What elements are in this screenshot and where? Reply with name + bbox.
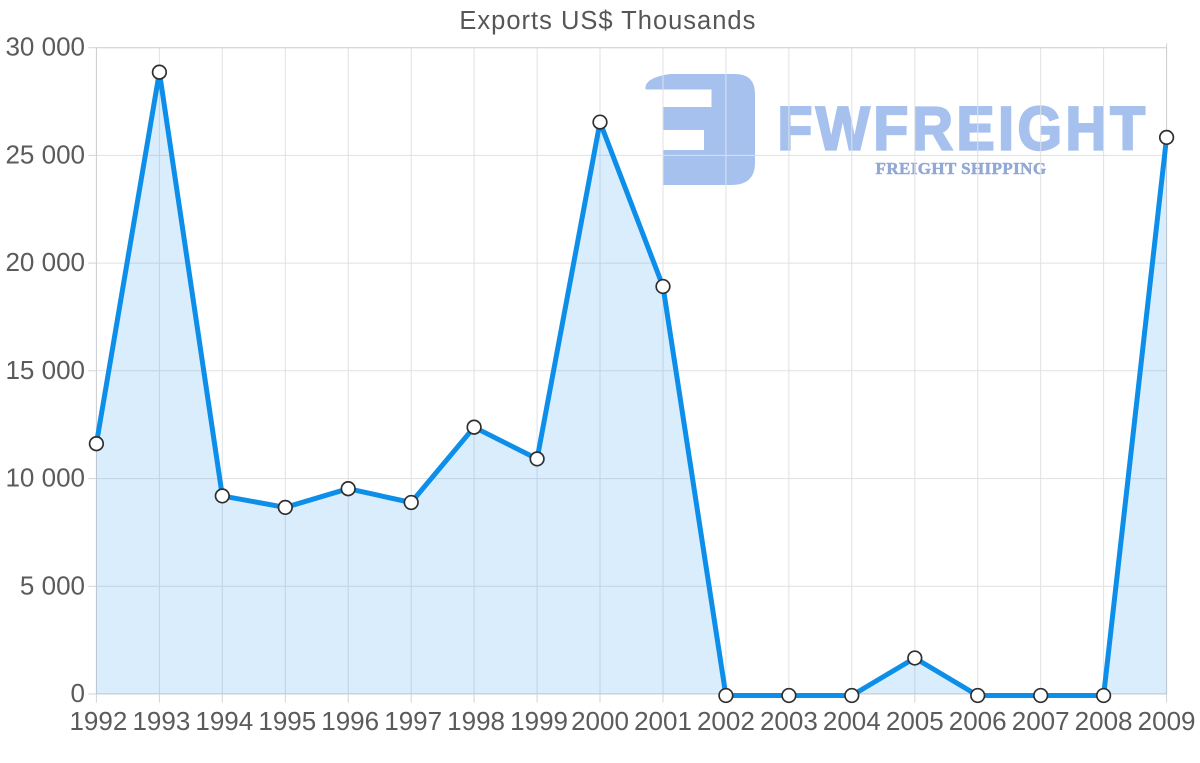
svg-text:2007: 2007: [1012, 706, 1070, 736]
svg-text:2002: 2002: [697, 706, 755, 736]
svg-text:5 000: 5 000: [20, 570, 85, 600]
svg-text:1998: 1998: [447, 706, 505, 736]
svg-text:1993: 1993: [132, 706, 190, 736]
svg-text:2000: 2000: [571, 706, 629, 736]
svg-text:10 000: 10 000: [5, 463, 85, 493]
svg-text:25 000: 25 000: [5, 139, 85, 169]
svg-text:1997: 1997: [384, 706, 442, 736]
svg-text:1999: 1999: [510, 706, 568, 736]
svg-text:Exports US$ Thousands: Exports US$ Thousands: [459, 7, 756, 35]
svg-text:30 000: 30 000: [5, 32, 85, 62]
svg-text:2005: 2005: [886, 706, 944, 736]
svg-text:15 000: 15 000: [5, 355, 85, 385]
svg-text:20 000: 20 000: [5, 247, 85, 277]
svg-text:2003: 2003: [760, 706, 818, 736]
svg-text:1992: 1992: [69, 706, 127, 736]
svg-text:1994: 1994: [195, 706, 253, 736]
svg-text:2008: 2008: [1075, 706, 1133, 736]
svg-text:0: 0: [71, 678, 85, 708]
svg-text:1995: 1995: [258, 706, 316, 736]
svg-text:2001: 2001: [634, 706, 692, 736]
svg-text:2004: 2004: [823, 706, 881, 736]
svg-text:FREIGHT SHIPPING: FREIGHT SHIPPING: [876, 159, 1047, 178]
svg-text:1996: 1996: [321, 706, 379, 736]
svg-text:2009: 2009: [1138, 706, 1196, 736]
svg-text:FWFREIGHT: FWFREIGHT: [778, 94, 1149, 163]
svg-text:2006: 2006: [949, 706, 1007, 736]
